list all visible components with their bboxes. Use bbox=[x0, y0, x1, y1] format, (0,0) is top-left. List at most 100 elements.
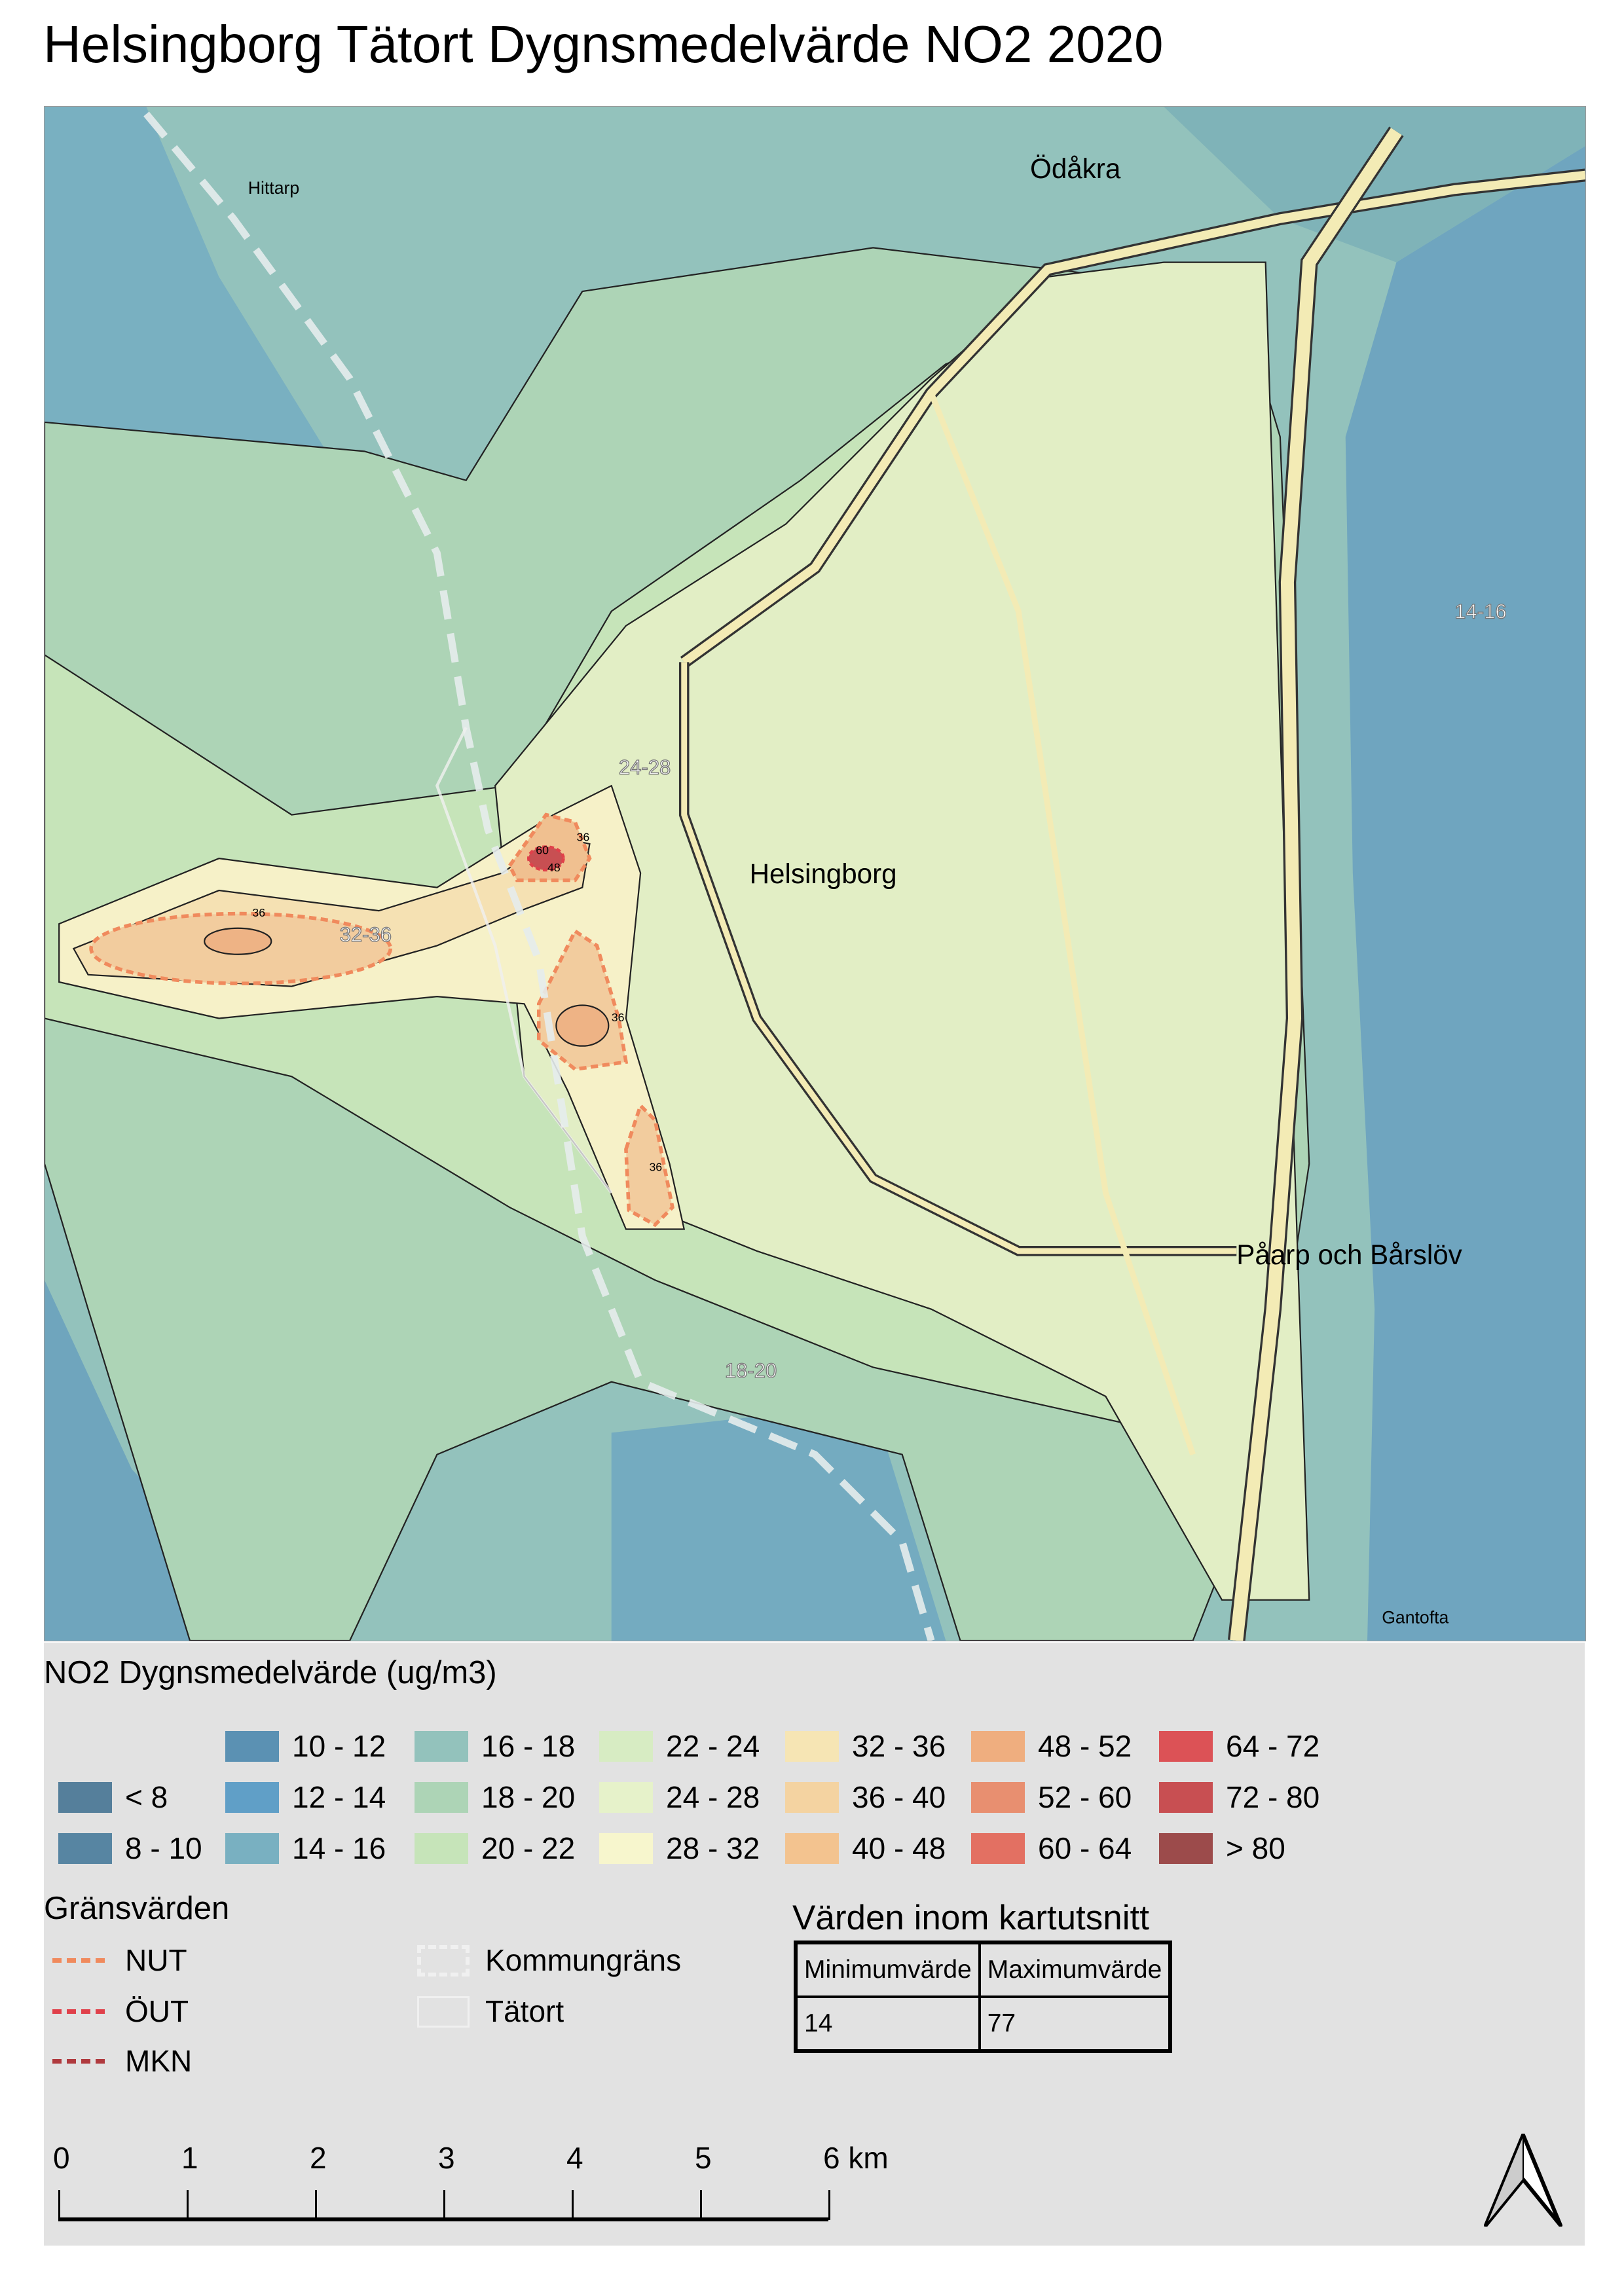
contour-label: 36 bbox=[612, 1011, 625, 1024]
legend-class-label: 18 - 20 bbox=[481, 1780, 576, 1814]
hotspot-72-80 bbox=[526, 845, 565, 872]
zone-24-28 bbox=[494, 261, 1310, 1601]
kommungrans-line bbox=[143, 111, 935, 1641]
legend-swatch bbox=[415, 1782, 468, 1813]
legend-class-label: 20 - 22 bbox=[481, 1831, 576, 1865]
legend-swatch bbox=[785, 1833, 839, 1864]
zone-label-18-20: 18-20 bbox=[725, 1359, 777, 1382]
legend-swatch bbox=[599, 1731, 653, 1762]
scale-tick bbox=[315, 2190, 317, 2220]
zone-14-16-ne bbox=[1164, 107, 1585, 263]
legend-panel: NO2 Dygnsmedelvärde (ug/m3) < 8 8 - 10 10 … bbox=[44, 1643, 1585, 2246]
out-label: ÖUT bbox=[125, 1994, 189, 2028]
map-title: Helsingborg Tätort Dygnsmedelvärde NO2 2… bbox=[43, 15, 1164, 73]
legend-swatch bbox=[415, 1731, 468, 1762]
nut-line-symbol bbox=[52, 1958, 105, 1963]
contour-label: 36 bbox=[576, 831, 589, 844]
legend-class-label: 16 - 18 bbox=[481, 1729, 576, 1763]
place-label-paarp: Påarp och Bårslöv bbox=[1236, 1239, 1462, 1270]
min-header: Minimumvärde bbox=[794, 1941, 981, 1998]
legend-class-label: 36 - 40 bbox=[852, 1780, 946, 1814]
legend-swatch bbox=[1159, 1782, 1213, 1813]
scale-tick bbox=[700, 2190, 702, 2220]
scale-tick bbox=[828, 2190, 830, 2220]
tatort-boundary bbox=[435, 727, 613, 1194]
legend-class-label: 60 - 64 bbox=[1038, 1831, 1132, 1865]
scale-label: 0 bbox=[53, 2141, 70, 2175]
road-e4 bbox=[681, 170, 1585, 666]
contour-label: 36 bbox=[649, 1161, 662, 1174]
legend-swatch bbox=[599, 1833, 653, 1864]
legend-swatch bbox=[58, 1833, 112, 1864]
legend-swatch bbox=[225, 1731, 279, 1762]
legend-swatch bbox=[785, 1731, 839, 1762]
legend-swatch bbox=[415, 1833, 468, 1864]
nut-contour-south bbox=[624, 1102, 674, 1228]
legend-class-label: < 8 bbox=[125, 1780, 168, 1814]
values-table: Minimumvärde Maximumvärde 14 77 bbox=[794, 1941, 1173, 2053]
map-canvas: Hittarp Ödåkra Helsingborg Påarp och Bår… bbox=[45, 107, 1585, 1641]
scale-tick bbox=[572, 2190, 574, 2220]
legend-class-label: 22 - 24 bbox=[666, 1729, 760, 1763]
legend-class-label: 72 - 80 bbox=[1226, 1780, 1320, 1814]
zone-label-14-16: 14-16 bbox=[1454, 600, 1506, 623]
scale-label: 6 km bbox=[823, 2141, 889, 2175]
scale-label: 5 bbox=[695, 2141, 712, 2175]
zone-14-16-sw bbox=[45, 1280, 292, 1641]
zone-12-16-east bbox=[1345, 145, 1585, 1641]
legend-class-label: 40 - 48 bbox=[852, 1831, 946, 1865]
legend-swatch bbox=[225, 1833, 279, 1864]
north-arrow-icon bbox=[1484, 2134, 1562, 2227]
legend-class-label: 10 - 12 bbox=[292, 1729, 386, 1763]
kommungrans-label: Kommungräns bbox=[485, 1943, 682, 1977]
values-title: Värden inom kartutsnitt bbox=[792, 1899, 1149, 1937]
legend-class-label: 8 - 10 bbox=[125, 1831, 202, 1865]
legend-class-label: 48 - 52 bbox=[1038, 1729, 1132, 1763]
out-line-symbol bbox=[52, 2009, 105, 2014]
zone-40-48-west bbox=[204, 927, 272, 955]
zone-14-16-nw bbox=[45, 107, 335, 481]
legend-swatch bbox=[785, 1782, 839, 1813]
legend-swatch bbox=[1159, 1731, 1213, 1762]
mkn-line-symbol bbox=[52, 2059, 105, 2064]
contour-label: 60 bbox=[536, 844, 549, 857]
legend-class-label: 14 - 16 bbox=[292, 1831, 386, 1865]
legend-title: NO2 Dygnsmedelvärde (ug/m3) bbox=[44, 1655, 497, 1690]
scale-tick bbox=[187, 2190, 189, 2220]
contour-label: 48 bbox=[547, 861, 561, 874]
place-label-odakra: Ödåkra bbox=[1030, 153, 1121, 184]
min-value: 14 bbox=[794, 1995, 981, 2052]
motorway bbox=[1230, 128, 1402, 1641]
max-header: Maximumvärde bbox=[978, 1941, 1172, 1998]
legend-class-label: 52 - 60 bbox=[1038, 1780, 1132, 1814]
legend-swatch bbox=[599, 1782, 653, 1813]
zone-label-32-36: 32-36 bbox=[340, 923, 392, 946]
nut-label: NUT bbox=[125, 1943, 187, 1977]
kommungrans-symbol bbox=[417, 1945, 470, 1977]
legend-swatch bbox=[58, 1782, 112, 1813]
scale-label: 3 bbox=[438, 2141, 455, 2175]
road-north-south bbox=[928, 392, 1196, 1456]
tatort-label: Tätort bbox=[485, 1994, 564, 2028]
place-label-gantofta: Gantofta bbox=[1382, 1607, 1449, 1627]
legend-class-label: 24 - 28 bbox=[666, 1780, 760, 1814]
contour-label: 36 bbox=[252, 906, 265, 919]
tatort-symbol bbox=[417, 1996, 470, 2028]
scale-label: 4 bbox=[566, 2141, 583, 2175]
zone-label-24-28: 24-28 bbox=[619, 756, 671, 778]
no2-map[interactable]: Hittarp Ödåkra Helsingborg Påarp och Bår… bbox=[44, 106, 1586, 1641]
scale-label: 2 bbox=[310, 2141, 327, 2175]
zone-14-16-s bbox=[611, 1404, 946, 1641]
legend-swatch bbox=[225, 1782, 279, 1813]
scale-label: 1 bbox=[181, 2141, 198, 2175]
legend-swatch bbox=[971, 1833, 1025, 1864]
place-label-hittarp: Hittarp bbox=[248, 178, 299, 198]
legend-class-label: > 80 bbox=[1226, 1831, 1285, 1865]
legend-class-label: 28 - 32 bbox=[666, 1831, 760, 1865]
scale-tick bbox=[443, 2190, 445, 2220]
place-label-helsingborg: Helsingborg bbox=[750, 858, 897, 889]
limits-title: Gränsvärden bbox=[44, 1891, 230, 1926]
scale-tick bbox=[58, 2190, 60, 2220]
max-value: 77 bbox=[978, 1995, 1172, 2052]
zone-40-48-central bbox=[555, 1004, 610, 1047]
